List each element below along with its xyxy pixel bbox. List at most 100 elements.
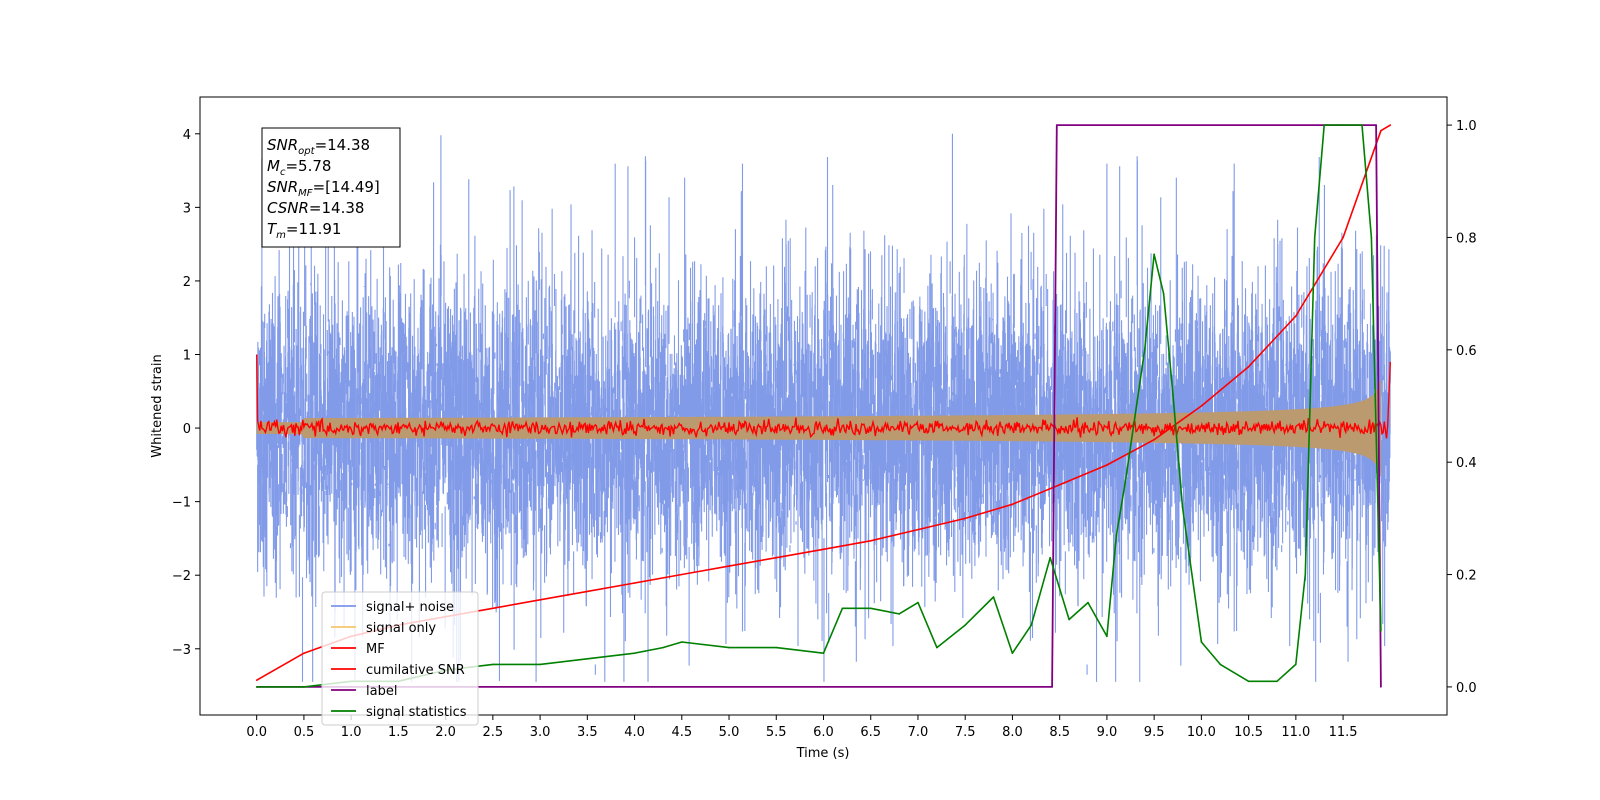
x-tick-label: 4.0 <box>624 725 645 740</box>
legend-label: signal only <box>366 621 436 636</box>
annotation-line: Tm=11.91 <box>267 220 341 241</box>
x-tick-label: 11.0 <box>1281 725 1310 740</box>
cumilative-snr-point <box>681 573 683 576</box>
y2-tick-label: 0.0 <box>1456 681 1477 696</box>
signal-statistics-point <box>1295 663 1297 666</box>
x-tick-label: 7.0 <box>908 725 929 740</box>
signal-statistics-point <box>1342 124 1344 126</box>
cumilative-snr-point <box>1011 503 1014 506</box>
y-tick-label: 3 <box>183 201 191 216</box>
x-tick-label: 4.5 <box>671 725 692 740</box>
cumilative-snr-point <box>303 652 305 654</box>
legend-frame <box>321 591 479 726</box>
mf-trace <box>256 354 1391 439</box>
cumilative-snr-point <box>728 565 730 567</box>
x-tick-label: 5.0 <box>719 725 740 740</box>
legend-label: MF <box>366 642 385 657</box>
y2-tick-label: 0.6 <box>1456 344 1477 359</box>
y-tick-label: 4 <box>183 128 191 143</box>
signal-statistics-point <box>303 686 305 688</box>
annotation-line: Mc=5.78 <box>267 157 331 178</box>
series-signal-only <box>256 379 1381 477</box>
cumilative-snr-point <box>633 582 636 584</box>
y-tick-label: −2 <box>172 569 191 584</box>
y2-axis-ticks: 0.0 0.2 0.4 0.6 0.8 1.0 <box>1447 119 1477 696</box>
y-tick-label: −1 <box>172 496 191 511</box>
label-point <box>1380 686 1382 688</box>
x-tick-label: 2.5 <box>483 725 504 740</box>
signal-statistics-point <box>775 646 778 649</box>
signal-statistics-point <box>1030 624 1033 626</box>
y-axis-label: Whitened strain <box>150 354 165 457</box>
cumilative-snr-point <box>1342 236 1344 239</box>
cumilative-snr-point <box>1106 464 1108 466</box>
signal-statistics-point <box>1313 236 1316 239</box>
x-tick-label: 7.5 <box>955 725 976 740</box>
signal-statistics-line <box>256 124 1382 688</box>
cumilative-snr-point <box>1058 483 1061 486</box>
cumilative-snr-point <box>1200 405 1203 407</box>
cumilative-snr-point <box>1247 365 1250 368</box>
signal-statistics-point <box>1143 349 1146 351</box>
signal-statistics-point <box>1087 601 1089 604</box>
label-point <box>1051 686 1053 688</box>
signal-statistics-point <box>728 646 730 649</box>
cumilative-snr-point <box>1295 315 1297 317</box>
signal-statistics-point <box>1172 394 1174 396</box>
cumilative-snr-point <box>1389 124 1392 126</box>
signal-statistics-point <box>841 607 844 610</box>
signal-statistics-point <box>964 624 966 626</box>
signal-statistics-point <box>633 652 636 654</box>
y-tick-label: −3 <box>172 643 191 658</box>
cumilative-snr-point <box>1153 438 1155 441</box>
signal-statistics-point <box>662 646 664 649</box>
x-tick-label: 6.5 <box>860 725 881 740</box>
legend-label: label <box>366 684 397 699</box>
x-axis-label: Time (s) <box>796 746 850 761</box>
signal-statistics-point <box>917 601 919 604</box>
cumilative-snr-point <box>775 556 778 559</box>
signal-statistics-point <box>492 663 494 666</box>
cumilative-snr-point <box>539 599 541 601</box>
y-tick-label: 1 <box>183 349 191 364</box>
x-tick-label: 6.0 <box>813 725 834 740</box>
noise-trace <box>256 133 1391 682</box>
signal-statistics-point <box>1219 663 1222 666</box>
x-tick-label: 9.0 <box>1097 725 1118 740</box>
legend-label: signal+ noise <box>366 600 454 615</box>
legend: signal+ noise signal only MF cumilative SNR… <box>321 591 479 726</box>
series-signal-statistics <box>255 124 1382 688</box>
signal-statistics-point <box>1276 680 1278 683</box>
x-tick-label: 8.5 <box>1049 725 1070 740</box>
annotation-frame <box>261 127 401 248</box>
cumilative-snr-point <box>917 528 919 531</box>
y-axis-ticks: −3 −2 −1 0 1 2 3 4 <box>172 128 200 658</box>
y2-tick-label: 1.0 <box>1456 119 1477 134</box>
cumilative-snr-point <box>255 679 258 681</box>
cumilative-snr-point <box>822 548 825 551</box>
signal-statistics-point <box>1361 124 1363 126</box>
signal-statistics-point <box>1200 641 1203 643</box>
signal-statistics-point <box>681 641 683 643</box>
signal-statistics-point <box>1380 629 1382 632</box>
x-tick-label: 3.5 <box>577 725 598 740</box>
signal-statistics-point <box>1181 506 1184 508</box>
x-tick-label: 3.0 <box>530 725 551 740</box>
signal-statistics-point <box>255 686 258 688</box>
annotation-box: SNRopt=14.38Mc=5.78SNRMF=[14.49]CSNR=14.… <box>261 127 401 248</box>
cumilative-snr-point <box>964 517 966 520</box>
x-tick-label: 10.5 <box>1234 725 1263 740</box>
signal-statistics-point <box>539 663 541 666</box>
x-tick-label: 11.5 <box>1329 725 1358 740</box>
x-tick-label: 9.5 <box>1144 725 1165 740</box>
signal-statistics-point <box>1247 680 1250 683</box>
x-tick-label: 8.0 <box>1002 725 1023 740</box>
cumilative-snr-point <box>869 540 872 542</box>
x-tick-label: 5.5 <box>766 725 787 740</box>
y-tick-label: 0 <box>183 422 191 437</box>
label-point <box>1375 124 1377 126</box>
x-axis-ticks: 0.0 0.5 1.0 1.5 2.0 2.5 3.0 3.5 4.0 4.5 5.0 5.5 6.0 6… <box>246 715 1358 740</box>
signal-statistics-point <box>898 613 900 615</box>
y2-tick-label: 0.4 <box>1456 456 1477 471</box>
